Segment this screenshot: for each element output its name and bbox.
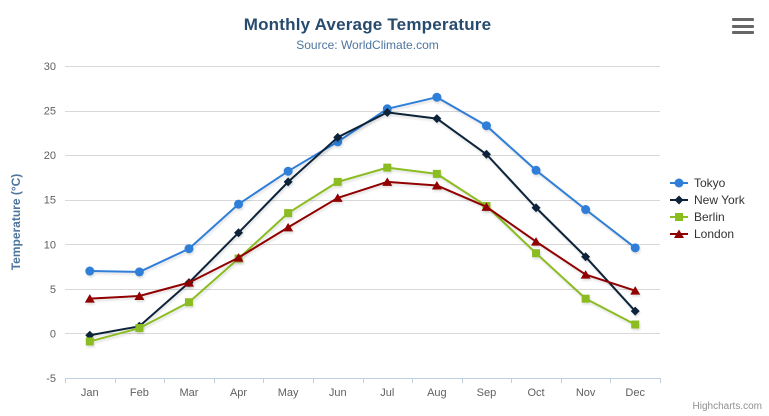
series-marker[interactable] — [383, 163, 392, 172]
series-marker[interactable] — [283, 166, 293, 176]
series-marker[interactable] — [382, 177, 393, 186]
credits-link[interactable]: Highcharts.com — [692, 401, 762, 412]
series-marker[interactable] — [84, 294, 95, 303]
series-marker[interactable] — [481, 202, 492, 211]
x-axis-label: Aug — [427, 387, 447, 399]
y-axis-label: 0 — [50, 328, 56, 340]
legend-label: London — [694, 226, 735, 241]
series-marker[interactable] — [184, 244, 194, 254]
series-line — [88, 180, 637, 300]
series-line — [88, 96, 637, 273]
series-marker[interactable] — [581, 294, 590, 303]
y-axis-label: -5 — [46, 373, 56, 385]
legend-marker-symbol — [674, 229, 684, 238]
series-marker[interactable] — [134, 291, 145, 300]
x-axis-label: Feb — [130, 387, 149, 399]
series-marker[interactable] — [580, 270, 591, 279]
x-axis-label: Jan — [81, 387, 99, 399]
legend-item-new-york[interactable]: New York — [669, 191, 745, 208]
x-axis-label: Nov — [576, 387, 596, 399]
x-axis-label: Dec — [625, 387, 645, 399]
series-marker[interactable] — [631, 320, 640, 329]
x-axis-label: May — [278, 387, 299, 399]
menu-bar — [732, 18, 754, 21]
y-axis-label: 15 — [44, 195, 56, 207]
series-marker[interactable] — [432, 114, 442, 124]
series-marker[interactable] — [432, 169, 441, 178]
series-marker[interactable] — [630, 243, 640, 253]
series-new-york — [85, 107, 640, 340]
series-marker[interactable] — [630, 286, 641, 295]
y-axis-label: 30 — [44, 61, 56, 73]
legend-item-tokyo[interactable]: Tokyo — [669, 174, 745, 191]
circle-legend-marker-icon — [670, 178, 688, 187]
series-marker[interactable] — [135, 324, 144, 333]
series-marker[interactable] — [532, 249, 541, 258]
series-london — [84, 177, 641, 303]
series-tokyo — [85, 92, 640, 277]
series-marker[interactable] — [85, 337, 94, 346]
legend-marker-symbol — [675, 212, 683, 221]
series-line — [88, 166, 637, 343]
series-marker[interactable] — [630, 306, 640, 316]
series-marker[interactable] — [234, 199, 244, 209]
legend-label: Berlin — [694, 209, 725, 224]
menu-bar — [732, 31, 754, 34]
legend-label: New York — [694, 192, 745, 207]
hamburger-menu-icon[interactable] — [732, 17, 754, 35]
y-axis-label: 20 — [44, 150, 56, 162]
diamond-legend-marker-icon — [670, 195, 688, 204]
series-marker[interactable] — [283, 222, 294, 232]
series-marker[interactable] — [183, 278, 194, 287]
series-marker[interactable] — [581, 205, 591, 215]
menu-bar — [732, 24, 754, 28]
series-marker[interactable] — [85, 266, 95, 276]
series-marker[interactable] — [531, 203, 541, 213]
y-axis-label: 5 — [50, 284, 56, 296]
x-axis-label: Apr — [230, 387, 247, 399]
series-marker[interactable] — [431, 180, 442, 190]
series-marker[interactable] — [333, 132, 343, 142]
series-marker[interactable] — [333, 177, 342, 186]
series-marker[interactable] — [283, 177, 293, 187]
series-marker[interactable] — [284, 209, 293, 218]
legend-item-london[interactable]: London — [669, 225, 745, 242]
series-marker[interactable] — [233, 253, 244, 262]
triangle-legend-marker-icon — [670, 229, 688, 238]
series-marker[interactable] — [481, 121, 491, 131]
y-axis-title: Temperature (°C) — [9, 174, 23, 271]
x-axis-label: Sep — [477, 387, 497, 399]
series-marker[interactable] — [184, 298, 193, 307]
x-axis-label: Oct — [527, 387, 544, 399]
square-legend-marker-icon — [670, 212, 688, 221]
series-marker[interactable] — [234, 228, 244, 238]
y-axis-label: 25 — [44, 106, 56, 118]
x-axis-label: Jun — [329, 387, 347, 399]
y-axis-label: 10 — [44, 239, 56, 251]
series-line — [88, 111, 637, 337]
legend-marker-symbol — [674, 195, 684, 204]
legend-marker-symbol — [674, 178, 684, 187]
series-marker[interactable] — [531, 237, 542, 246]
series-marker[interactable] — [581, 252, 591, 262]
series-marker[interactable] — [134, 267, 144, 277]
legend: Tokyo New York Berlin London — [669, 174, 745, 242]
legend-item-berlin[interactable]: Berlin — [669, 208, 745, 225]
chart-subtitle: Source: WorldClimate.com — [296, 38, 439, 52]
legend-label: Tokyo — [694, 175, 726, 190]
x-axis-label: Jul — [380, 387, 394, 399]
series-marker[interactable] — [382, 107, 392, 117]
x-axis-label: Mar — [179, 387, 198, 399]
series-marker[interactable] — [432, 92, 442, 102]
series-marker[interactable] — [481, 149, 491, 159]
chart-title: Monthly Average Temperature — [243, 15, 492, 34]
series-marker[interactable] — [332, 193, 343, 202]
series-marker[interactable] — [531, 165, 541, 175]
